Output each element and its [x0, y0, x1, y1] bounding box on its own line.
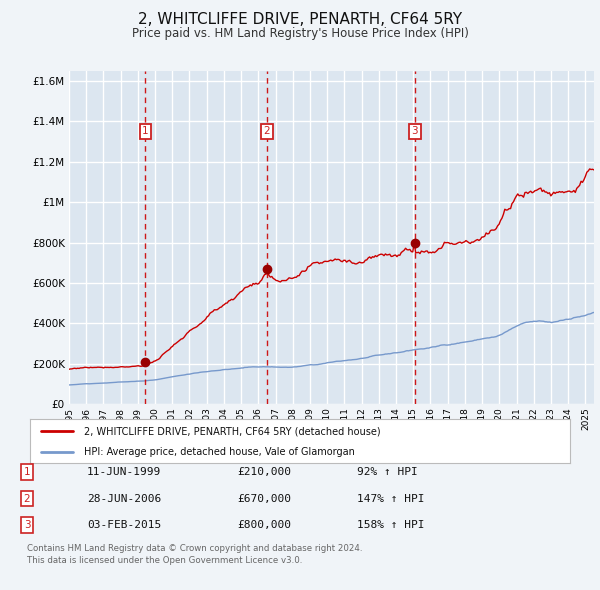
Text: 158% ↑ HPI: 158% ↑ HPI	[357, 520, 425, 530]
Text: Contains HM Land Registry data © Crown copyright and database right 2024.: Contains HM Land Registry data © Crown c…	[27, 545, 362, 553]
Text: 2: 2	[263, 126, 270, 136]
Text: 2, WHITCLIFFE DRIVE, PENARTH, CF64 5RY: 2, WHITCLIFFE DRIVE, PENARTH, CF64 5RY	[138, 12, 462, 27]
Text: 147% ↑ HPI: 147% ↑ HPI	[357, 494, 425, 503]
Text: HPI: Average price, detached house, Vale of Glamorgan: HPI: Average price, detached house, Vale…	[84, 447, 355, 457]
Text: 2, WHITCLIFFE DRIVE, PENARTH, CF64 5RY (detached house): 2, WHITCLIFFE DRIVE, PENARTH, CF64 5RY (…	[84, 427, 380, 436]
Text: 3: 3	[412, 126, 418, 136]
Text: 1: 1	[23, 467, 31, 477]
Text: 3: 3	[23, 520, 31, 530]
Text: 11-JUN-1999: 11-JUN-1999	[87, 467, 161, 477]
Text: £210,000: £210,000	[237, 467, 291, 477]
Text: 92% ↑ HPI: 92% ↑ HPI	[357, 467, 418, 477]
Text: £800,000: £800,000	[237, 520, 291, 530]
Text: 03-FEB-2015: 03-FEB-2015	[87, 520, 161, 530]
Text: 2: 2	[23, 494, 31, 503]
Text: £670,000: £670,000	[237, 494, 291, 503]
Text: 1: 1	[142, 126, 149, 136]
Text: This data is licensed under the Open Government Licence v3.0.: This data is licensed under the Open Gov…	[27, 556, 302, 565]
Text: Price paid vs. HM Land Registry's House Price Index (HPI): Price paid vs. HM Land Registry's House …	[131, 27, 469, 40]
Text: 28-JUN-2006: 28-JUN-2006	[87, 494, 161, 503]
